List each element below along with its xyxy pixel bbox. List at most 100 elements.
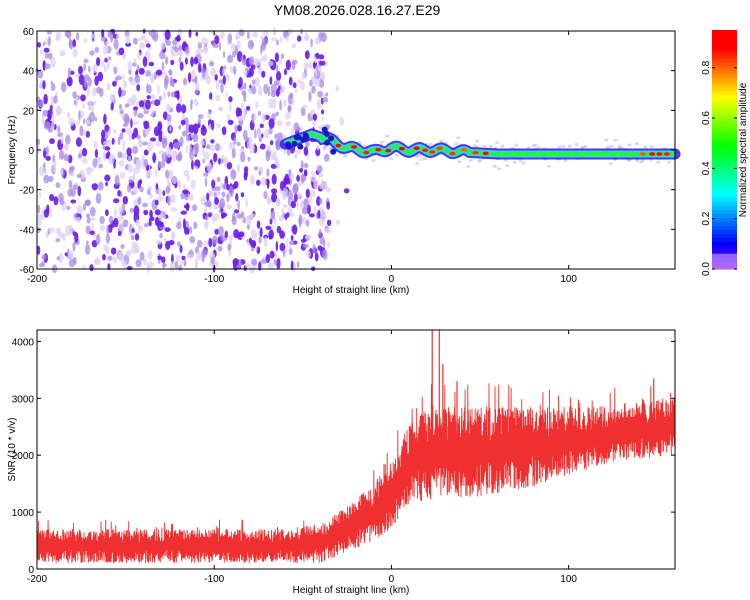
noise-blob [122, 80, 128, 89]
noise-blob [319, 73, 324, 80]
noise-blob [289, 248, 293, 255]
noise-blob [77, 154, 82, 159]
noise-blob [214, 197, 220, 205]
noise-blob [202, 46, 209, 54]
noise-blob [173, 52, 179, 57]
halo-blob [500, 144, 505, 148]
noise-blob [172, 230, 176, 239]
noise-blob [37, 213, 42, 221]
noise-blob [318, 172, 324, 178]
noise-blob [252, 31, 258, 38]
noise-blob [215, 95, 221, 102]
noise-blob [324, 228, 332, 233]
y-tick-label: -40 [20, 225, 35, 236]
noise-blob [161, 137, 167, 149]
noise-blob [119, 132, 124, 140]
halo-blob [627, 143, 632, 147]
noise-blob [119, 172, 126, 179]
noise-blob [237, 115, 244, 121]
noise-blob [196, 251, 202, 261]
noise-blob [60, 134, 64, 145]
noise-blob [227, 33, 233, 44]
noise-blob [159, 232, 163, 239]
colorbar-step [712, 221, 737, 226]
halo-blob [567, 144, 572, 148]
noise-blob [102, 44, 109, 55]
noise-blob [133, 205, 140, 216]
colorbar-step [712, 41, 737, 47]
ridge-peak [534, 152, 541, 156]
noise-blob [231, 212, 236, 223]
halo-blob [580, 146, 585, 150]
noise-blob [194, 258, 199, 269]
noise-blob [44, 147, 47, 152]
noise-blob [254, 77, 260, 87]
halo-blob [561, 144, 566, 148]
noise-blob [128, 179, 133, 184]
colorbar-step [712, 33, 737, 39]
noise-blob [49, 138, 55, 145]
noise-blob [165, 185, 171, 194]
noise-blob [80, 94, 86, 102]
colorbar-step [712, 245, 737, 250]
noise-blob [45, 232, 49, 239]
noise-blob [118, 206, 123, 216]
noise-blob [147, 141, 154, 152]
noise-blob [317, 90, 324, 98]
noise-blob [82, 129, 87, 137]
colorbar-step [712, 261, 737, 266]
noise-blob [261, 112, 266, 123]
noise-blob [243, 82, 247, 90]
noise-blob [240, 151, 246, 163]
noise-blob [51, 112, 54, 123]
noise-blob [184, 226, 189, 235]
noise-blob [318, 228, 322, 237]
noise-blob [72, 91, 77, 99]
noise-blob [184, 46, 190, 54]
halo-blob [627, 159, 631, 162]
noise-blob [258, 170, 261, 177]
halo-blob [318, 126, 323, 129]
noise-blob [113, 198, 120, 204]
noise-blob [339, 117, 345, 126]
noise-blob [43, 93, 48, 105]
noise-blob [261, 133, 264, 138]
noise-blob [72, 39, 76, 48]
noise-blob [47, 52, 53, 60]
noise-blob [272, 98, 277, 109]
noise-blob [276, 39, 279, 46]
colorbar-step [712, 253, 737, 258]
colorbar-step [712, 209, 737, 214]
noise-blob [79, 125, 84, 137]
noise-blob [118, 104, 123, 110]
noise-blob [316, 98, 322, 110]
colorbar-step [712, 189, 737, 194]
ridge-peak [649, 152, 656, 156]
noise-blob [85, 130, 91, 138]
noise-blob [288, 76, 293, 86]
noise-blob [44, 63, 51, 70]
noise-blob [165, 40, 172, 46]
noise-blob [157, 255, 163, 261]
noise-blob [180, 104, 187, 114]
noise-blob [173, 142, 180, 150]
noise-blob [166, 103, 171, 112]
noise-blob [152, 152, 156, 164]
noise-blob [260, 45, 263, 55]
noise-blob [214, 143, 221, 152]
noise-blob [296, 261, 300, 268]
ridge-peak [472, 150, 479, 155]
noise-blob [335, 219, 340, 225]
noise-blob [160, 41, 166, 50]
noise-blob [275, 88, 280, 97]
noise-blob [179, 50, 183, 59]
noise-blob [38, 99, 44, 108]
colorbar-step [712, 177, 737, 182]
noise-blob [93, 140, 98, 149]
noise-blob [226, 183, 230, 191]
noise-blob [181, 130, 188, 137]
noise-blob [143, 258, 148, 266]
noise-blob [314, 69, 318, 75]
noise-blob [303, 34, 310, 42]
noise-blob [228, 141, 232, 151]
